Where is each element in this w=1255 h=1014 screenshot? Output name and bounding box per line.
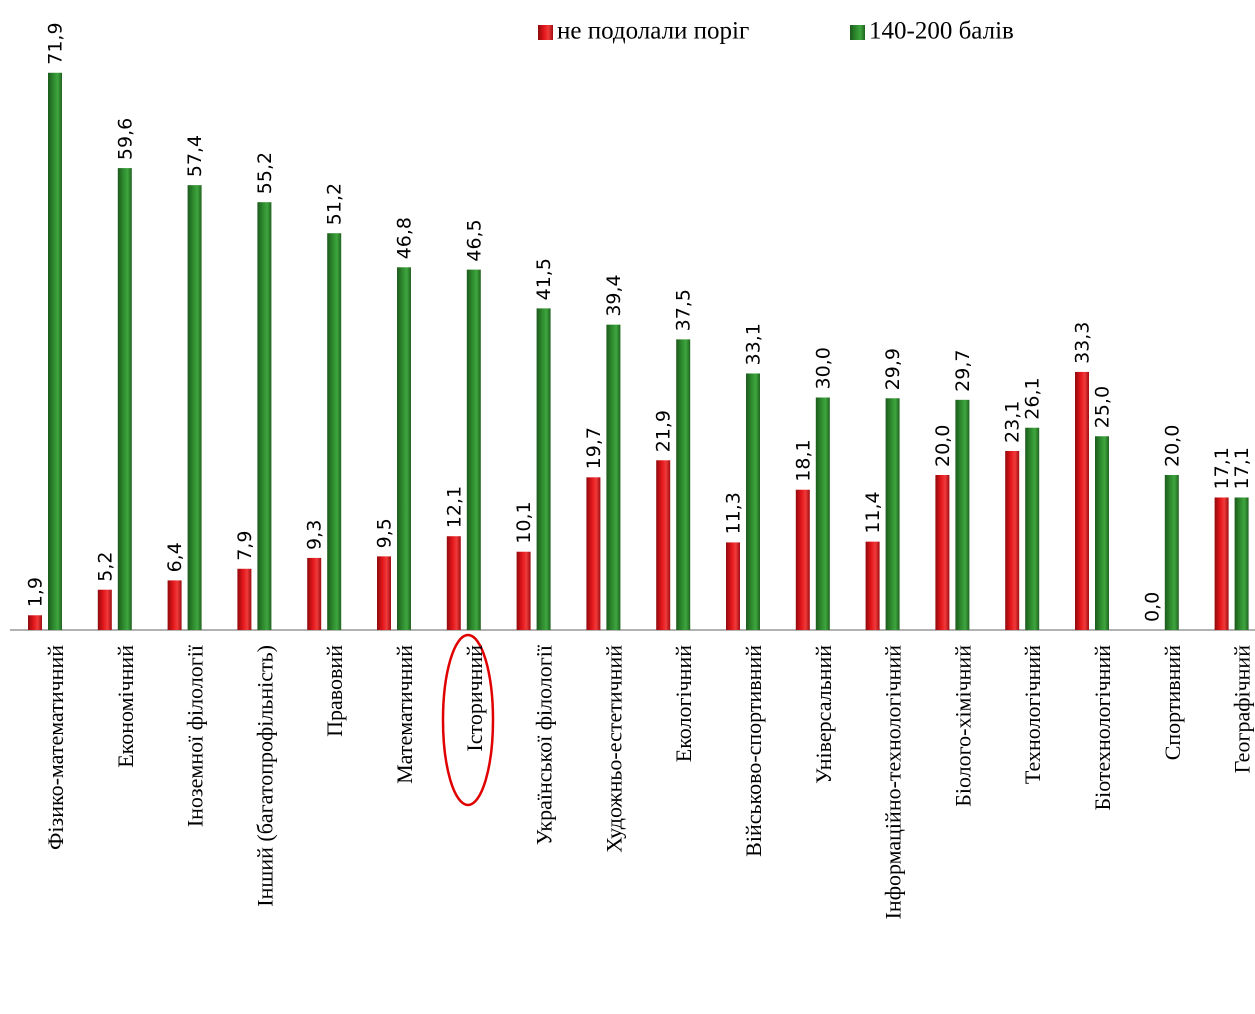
legend-swatch (538, 25, 553, 40)
bar (676, 339, 691, 630)
value-label: 1,9 (25, 577, 47, 607)
bar (257, 202, 272, 630)
value-label: 19,7 (583, 427, 605, 469)
bar (606, 324, 621, 630)
bar (466, 269, 481, 630)
bar (1005, 450, 1020, 630)
bar (117, 168, 132, 630)
x-tick-label: Правовий (322, 645, 347, 737)
bar (1095, 436, 1109, 630)
value-label: 26,1 (1022, 377, 1044, 419)
value-label: 25,0 (1092, 386, 1114, 428)
value-label: 33,1 (743, 323, 765, 365)
value-label: 18,1 (792, 439, 814, 481)
x-tick-label: Української філології (532, 644, 557, 845)
bar (795, 489, 810, 630)
x-tick-label: Спортивний (1160, 645, 1185, 760)
bar (327, 233, 342, 630)
value-label: 20,0 (1161, 425, 1183, 467)
bar (1234, 497, 1249, 630)
value-label: 30,0 (812, 347, 834, 389)
value-label: 55,2 (254, 152, 276, 194)
bar (1025, 427, 1040, 630)
value-label: 71,9 (45, 22, 67, 64)
legend-label: не подолали поріг (557, 18, 749, 45)
bar (1075, 371, 1089, 630)
bar (536, 308, 551, 630)
value-label: 17,1 (1211, 447, 1233, 489)
x-tick-label: Економічний (113, 645, 138, 768)
value-label: 6,4 (164, 542, 186, 572)
bar (815, 397, 830, 630)
value-label: 5,2 (94, 551, 116, 581)
bar (187, 185, 202, 630)
x-tick-label: Військово-спортивний (741, 645, 766, 857)
value-label: 9,5 (374, 518, 396, 548)
bar (955, 399, 970, 630)
legend-label: 140-200 балів (869, 18, 1014, 45)
value-label: 10,1 (513, 501, 535, 543)
x-tick-label: Географічний (1230, 645, 1255, 774)
bar (307, 557, 322, 630)
bar (397, 267, 411, 630)
bar (1214, 497, 1229, 630)
bar (516, 551, 531, 630)
value-label: 37,5 (673, 289, 695, 331)
x-tick-label: Художньо-естетичний (601, 645, 626, 853)
x-tick-label: Інший (багатопрофільність) (252, 645, 277, 907)
value-label: 21,9 (653, 410, 675, 452)
value-label: 29,7 (952, 350, 974, 392)
value-label: 17,1 (1231, 447, 1253, 489)
value-label: 41,5 (533, 258, 555, 300)
bar (48, 72, 62, 630)
x-tick-label: Фізико-математичний (43, 645, 68, 850)
bar (656, 460, 671, 630)
bar (586, 477, 601, 630)
bar (865, 541, 880, 630)
x-tick-label: Інформаційно-технологічний (881, 645, 906, 920)
bar (377, 556, 391, 630)
bar (1164, 475, 1179, 630)
value-label: 11,4 (862, 491, 884, 533)
bar (446, 536, 461, 630)
bar (28, 615, 42, 630)
x-tick-label: Універсальний (811, 645, 836, 784)
bar (885, 398, 900, 630)
bar (746, 373, 760, 630)
value-label: 33,3 (1072, 322, 1094, 364)
value-label: 9,3 (304, 520, 326, 550)
value-label: 29,9 (882, 348, 904, 390)
legend-swatch (850, 25, 865, 40)
value-label: 46,5 (463, 219, 485, 261)
value-label: 7,9 (234, 531, 256, 561)
value-label: 12,1 (443, 486, 465, 528)
x-tick-label: Біотехнологічний (1090, 645, 1115, 811)
value-label: 20,0 (932, 425, 954, 467)
bar (167, 580, 182, 630)
x-tick-label: Історичний (462, 645, 487, 752)
bar (726, 542, 740, 630)
value-label: 23,1 (1002, 401, 1024, 443)
highlight-ellipse (441, 633, 495, 807)
value-label: 57,4 (184, 135, 206, 177)
bar (97, 589, 112, 630)
x-tick-label: Біолого-хімічний (950, 645, 975, 807)
value-label: 59,6 (114, 118, 136, 160)
value-label: 39,4 (603, 274, 625, 316)
x-tick-label: Математичний (392, 645, 417, 784)
x-tick-label: Технологічний (1020, 645, 1045, 784)
bar (935, 475, 950, 630)
value-label: 0,0 (1141, 592, 1163, 622)
x-tick-label: Екологічний (671, 645, 696, 762)
value-label: 11,3 (723, 492, 745, 534)
value-label: 51,2 (324, 183, 346, 225)
value-label: 46,8 (394, 217, 416, 259)
bar (237, 568, 252, 630)
x-tick-label: Іноземної філології (183, 644, 208, 827)
